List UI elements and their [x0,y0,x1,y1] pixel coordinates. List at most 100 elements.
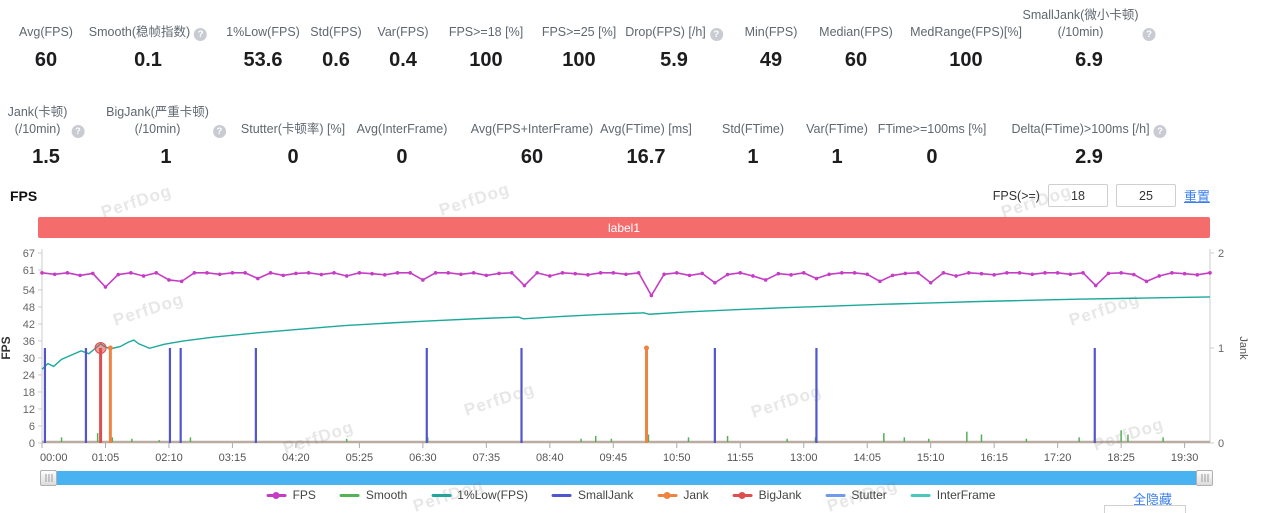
metric-value: 6.9 [1075,49,1103,71]
svg-text:08:40: 08:40 [536,452,564,464]
legend-swatch [825,493,846,497]
svg-text:FPS: FPS [0,336,13,359]
legend-item-interframe[interactable]: InterFrame [910,488,996,502]
svg-text:2: 2 [1218,248,1224,260]
legend-item-stutter[interactable]: Stutter [825,488,887,502]
metric-label: BigJank(严重卡顿) (/10min) [106,105,209,136]
metric-value: 49 [759,49,783,71]
section-title-fps: FPS [10,188,38,204]
help-icon[interactable]: ? [1142,28,1156,41]
help-icon[interactable]: ? [1153,125,1167,138]
metric-avg-interframe: Avg(InterFrame) 0 [357,104,448,169]
metric-value: 0 [396,146,408,168]
svg-text:61: 61 [23,265,35,277]
chart-label-banner[interactable]: label1 [38,217,1210,238]
legend-label: 1%Low(FPS) [457,488,528,502]
metric-label: SmallJank(微小卡顿) (/10min) [1022,8,1139,39]
legend-item-smalljank[interactable]: SmallJank [551,488,633,502]
legend-item-1-low-fps-[interactable]: 1%Low(FPS) [431,488,528,502]
metric-label: FPS>=25 [%] [541,25,617,39]
reset-link[interactable]: 重置 [1183,189,1210,204]
svg-text:13:00: 13:00 [790,452,818,464]
metric-jank: Jank(卡顿) (/10min)? 1.5 [8,104,85,169]
svg-text:10:50: 10:50 [663,452,691,464]
metric-label: Stutter(卡顿率) [%] [240,122,346,136]
low1-curve [41,296,1211,370]
metric-smalljank: SmallJank(微小卡顿) (/10min)? 6.9 [1023,7,1156,72]
svg-text:06:30: 06:30 [409,452,437,464]
metric-value: 2.9 [1075,146,1103,168]
metric-value: 100 [562,49,596,71]
metric-value: 0.6 [322,49,350,71]
legend-label: InterFrame [936,488,996,502]
scrollbar-right-handle[interactable] [1196,470,1213,486]
svg-text:14:05: 14:05 [853,452,881,464]
metric-var-fps: Var(FPS) 0.4 [377,24,428,72]
time-range-scrollbar [40,470,1213,486]
metric-label: Avg(FPS+InterFrame) [470,122,594,136]
metric-label: Std(FTime) [721,122,785,136]
cutoff-tooltip-box [1104,505,1186,513]
svg-text:42: 42 [23,319,35,331]
chart-legend: FPS Smooth 1%Low(FPS) SmallJank Jank BigJank S… [266,488,996,502]
svg-text:30: 30 [23,353,35,365]
legend-item-jank[interactable]: Jank [657,488,709,502]
metric-label: Avg(FPS) [19,25,73,39]
metric-bigjank: BigJank(严重卡顿) (/10min)? 1 [106,104,226,169]
legend-item-bigjank[interactable]: BigJank [732,488,802,502]
legend-label: Jank [683,488,709,502]
legend-item-smooth[interactable]: Smooth [339,488,407,502]
metric-drop-fps: Drop(FPS) [/h]? 5.9 [625,24,723,72]
legend-label: BigJank [758,488,802,502]
svg-text:03:15: 03:15 [219,452,247,464]
scrollbar-left-handle[interactable] [40,470,57,486]
metric-label: FPS>=18 [%] [448,25,524,39]
metric-fps-ge-18: FPS>=18 [%] 100 [449,24,523,72]
metric-label: Delta(FTime)>100ms [/h] [1011,122,1150,136]
metric-label: Smooth(稳帧指数) [88,25,191,39]
svg-text:11:55: 11:55 [727,452,754,464]
help-icon[interactable]: ? [194,28,208,41]
legend-swatch [266,491,287,499]
svg-text:67: 67 [23,248,35,260]
fps-chart[interactable]: 0 6 12 18 24 30 36 42 48 54 61 67 0 1 2 FPS Jank 00:00 01:… [0,243,1262,469]
metric-label: FTime>=100ms [%] [877,122,987,136]
metric-value: 60 [520,146,544,168]
scrollbar-track[interactable] [57,471,1196,485]
metric-avg-ftime: Avg(FTime) [ms] 16.7 [600,104,692,169]
legend-item-fps[interactable]: FPS [266,488,316,502]
svg-text:00:00: 00:00 [40,452,68,464]
hide-all-link[interactable]: 全隐藏 [1132,492,1172,507]
svg-text:01:05: 01:05 [92,452,120,464]
metric-value: 60 [844,49,868,71]
metric-label: MedRange(FPS)[%] [910,25,1022,39]
fps-threshold-max-input[interactable] [1115,184,1176,207]
perfdog-watermark: PerfDog [436,179,513,220]
svg-text:6: 6 [29,421,35,433]
svg-text:19:30: 19:30 [1171,452,1199,464]
svg-text:18:25: 18:25 [1107,452,1135,464]
svg-text:24: 24 [23,370,35,382]
svg-text:05:25: 05:25 [346,452,374,464]
svg-text:16:15: 16:15 [980,452,1008,464]
metric-value: 100 [949,49,983,71]
metric-value: 100 [469,49,503,71]
metric-value: 0 [287,146,299,168]
svg-text:48: 48 [23,302,35,314]
metric-label: Avg(InterFrame) [356,122,448,136]
metric-value: 0.4 [389,49,417,71]
metric-label: Var(FTime) [806,122,868,136]
help-icon[interactable]: ? [709,28,723,41]
metric-delta-ftime: Delta(FTime)>100ms [/h]? 2.9 [1011,104,1167,169]
metric-value: 16.7 [626,146,666,168]
metric-value: 53.6 [243,49,283,71]
fps-threshold-min-input[interactable] [1047,184,1108,207]
help-icon[interactable]: ? [212,125,226,138]
svg-text:0: 0 [1218,438,1224,450]
help-icon[interactable]: ? [71,125,85,138]
metric-value: 1 [831,146,843,168]
metric-avg-fps: Avg(FPS) 60 [19,24,73,72]
svg-text:1: 1 [1218,343,1224,355]
